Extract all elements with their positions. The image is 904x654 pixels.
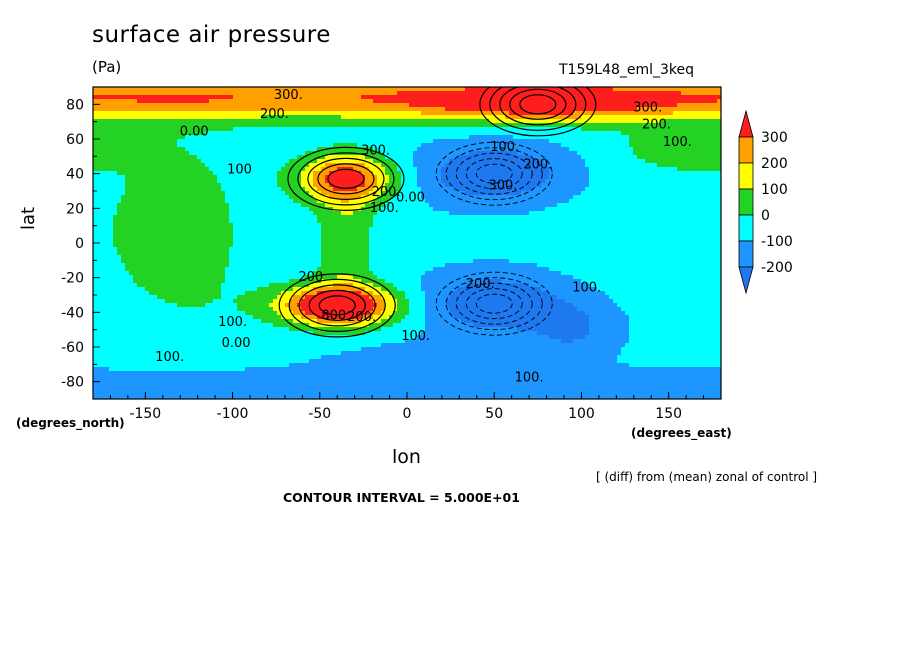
y-axis-units: (degrees_north): [16, 416, 125, 430]
contour-line: [278, 273, 396, 338]
colorbar-label: 300: [761, 130, 788, 146]
contour-label: 200.: [466, 277, 495, 292]
contour-label: 100.: [490, 140, 519, 155]
contour-label: 100.: [370, 201, 399, 216]
y-tick-label: 80: [66, 97, 84, 113]
x-tick-label: -150: [129, 406, 161, 422]
contour-labels: 300.200.0.00300.100200.100.0.00100.200.3…: [155, 88, 692, 386]
chart-title: surface air pressure: [92, 22, 331, 48]
contour-line: [499, 87, 577, 126]
units-label: (Pa): [92, 58, 122, 76]
y-tick-label: -20: [61, 271, 84, 287]
contour-line: [318, 295, 356, 316]
contour-line: [317, 163, 375, 195]
x-tick-label: -50: [308, 406, 331, 422]
contour-label: 200.: [372, 185, 401, 200]
x-tick-label: 0: [403, 406, 412, 422]
y-tick-label: 60: [66, 132, 84, 148]
contour-label: 300.: [488, 178, 517, 193]
contour-line: [308, 289, 366, 321]
colorbar-band: [738, 240, 754, 268]
contour-label: 300.: [361, 144, 390, 159]
diff-note: [ (diff) from (mean) zonal of control ]: [596, 470, 818, 484]
colorbar-band: [738, 109, 754, 138]
contour-line: [455, 152, 533, 195]
contour-line: [327, 168, 365, 189]
contour-line: [307, 157, 385, 200]
x-tick-label: 50: [485, 406, 503, 422]
contour-label: 0.00: [180, 125, 209, 140]
x-axis-units: (degrees_east): [631, 426, 732, 440]
contour-line: [465, 158, 523, 190]
x-tick-label: -100: [217, 406, 249, 422]
contour-label: 300.: [274, 88, 303, 103]
contour-label: 100.: [401, 329, 430, 344]
colorbar-band: [738, 188, 754, 216]
colorbar-label: 0: [761, 208, 770, 224]
contour-line: [288, 278, 386, 332]
contour-line: [475, 293, 513, 314]
contour-line: [455, 282, 533, 325]
run-id: T159L48_eml_3keq: [559, 62, 695, 78]
contour-label: 0.00: [222, 336, 251, 351]
contour-lines: [278, 87, 597, 338]
contour-label: 100.: [515, 371, 544, 386]
contour-label: 100.: [572, 281, 601, 296]
contour-label: 300.: [633, 100, 662, 115]
contour-label: 200.: [298, 270, 327, 285]
contour-line: [435, 141, 553, 206]
y-tick-label: -60: [61, 340, 84, 356]
colorbar-band: [738, 162, 754, 190]
x-axis-title: lon: [392, 446, 421, 468]
colorbar-label: -200: [761, 260, 793, 276]
pressure-field: [93, 87, 721, 399]
contour-label: 100.: [218, 315, 247, 330]
contour-line: [445, 147, 543, 201]
contour-label: 200.: [347, 310, 376, 325]
y-tick-label: 40: [66, 167, 84, 183]
colorbar-label: 200: [761, 156, 788, 172]
y-tick-label: -80: [61, 375, 84, 391]
y-tick-label: 0: [75, 236, 84, 252]
contour-line: [519, 94, 557, 115]
x-tick-label: 100: [568, 406, 595, 422]
x-axis: -150 -100 -50 0 50 100 150: [109, 392, 722, 422]
contour-label: 200.: [260, 107, 289, 122]
contour-line: [298, 284, 376, 327]
contour-line: [479, 87, 597, 137]
colorbar-band: [738, 136, 754, 164]
contour-interval: CONTOUR INTERVAL = 5.000E+01: [283, 490, 520, 505]
contour-line: [297, 152, 395, 206]
contour-line: [509, 88, 567, 120]
contour-label: 200.: [523, 157, 552, 172]
contour-line: [435, 271, 553, 336]
colorbar-band: [738, 266, 754, 295]
contour-label: 100.: [663, 135, 692, 150]
x-tick-label: 150: [655, 406, 682, 422]
colorbar-label: -100: [761, 234, 793, 250]
y-axis: 80 60 40 20 0 -20 -40 -60 -80: [61, 97, 100, 391]
contour-label: 800: [321, 308, 346, 323]
colorbar-label: 100: [761, 182, 788, 198]
contour-line: [475, 163, 513, 184]
contour-label: 100: [227, 163, 252, 178]
y-axis-title: lat: [18, 206, 39, 230]
colorbar: 300 200 100 0 -100 -200: [738, 109, 793, 295]
contour-line: [465, 288, 523, 320]
contour-label: 100.: [155, 350, 184, 365]
contour-label: 0.00: [396, 190, 425, 205]
y-tick-label: 20: [66, 201, 84, 217]
contour-label: 200.: [642, 118, 671, 133]
contour-line: [287, 146, 405, 211]
colorbar-band: [738, 214, 754, 242]
y-tick-label: -40: [61, 305, 84, 321]
contour-line: [489, 87, 587, 131]
contour-line: [445, 277, 543, 331]
